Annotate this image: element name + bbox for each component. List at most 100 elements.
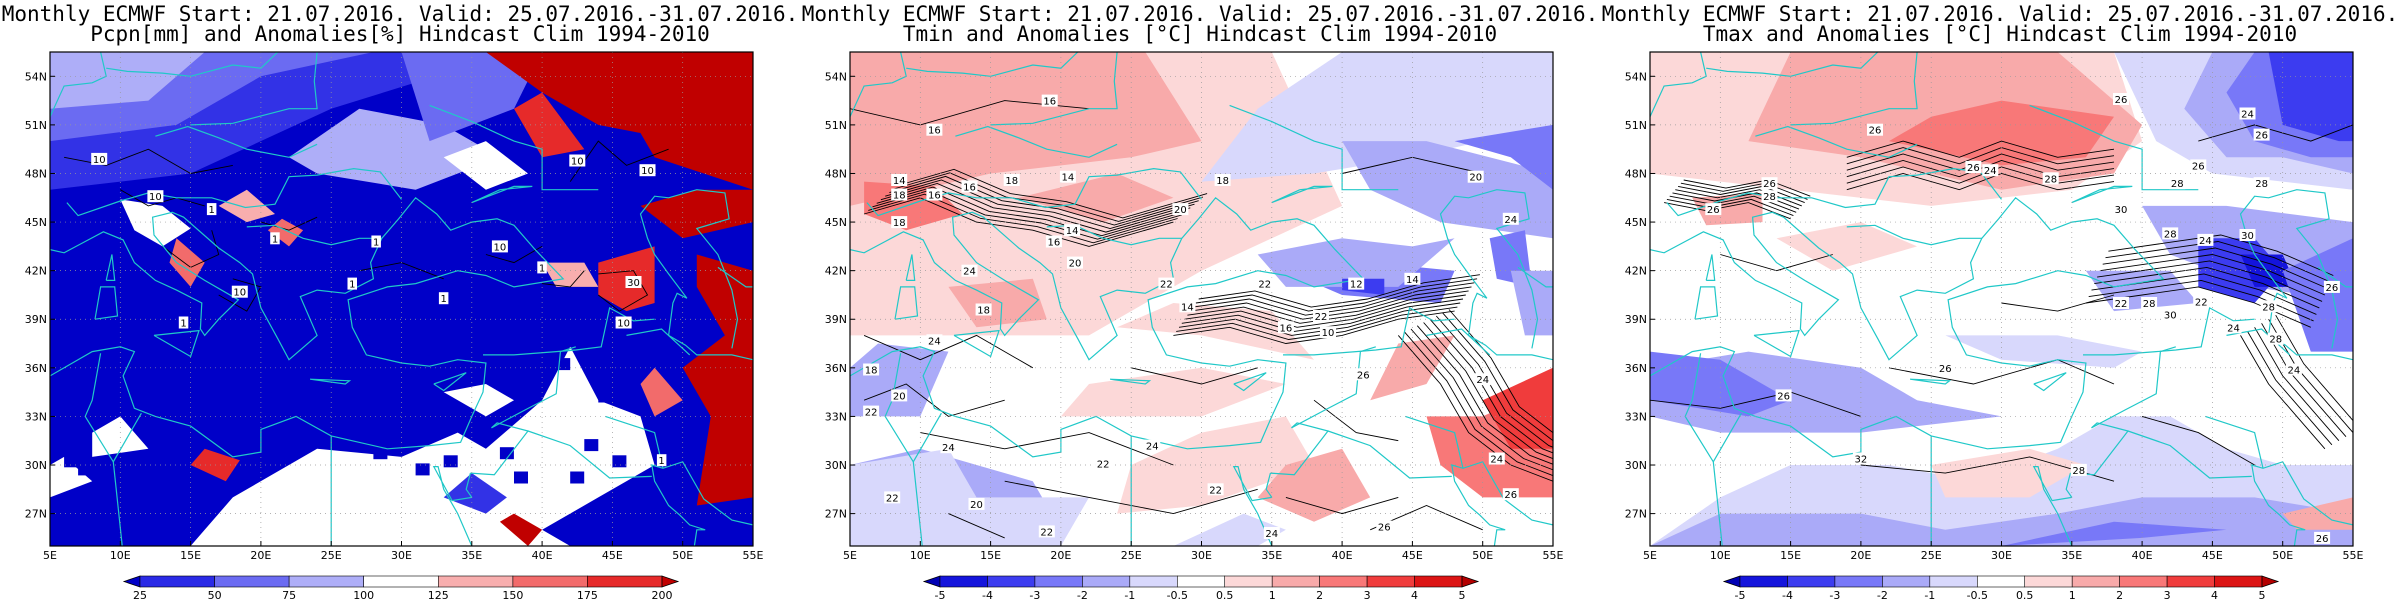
tmax-contour-label-20: 30 <box>2164 310 2177 321</box>
tmax-contour-23 <box>2240 335 2326 450</box>
tmax-contour-label-bg-30 <box>2314 531 2331 544</box>
tmin-shade-8 <box>1342 141 1553 239</box>
tmax-contour-5 <box>1678 185 1805 204</box>
tmax-contour-0 <box>1664 202 1791 220</box>
tmin-coastline-19 <box>1291 346 1376 429</box>
tmin-title-line2: Tmin and Anomalies [°C] Hindcast Clim 19… <box>902 22 1498 46</box>
tmin-contour-label-bg-33 <box>1207 483 1224 496</box>
tmin-contour-label-34: 20 <box>970 500 983 511</box>
tmax-contour-label-14: 28 <box>2164 229 2177 240</box>
precip-lat-tick-label: 30N <box>25 459 47 472</box>
tmax-contour-label-13: 26 <box>1707 205 1720 216</box>
precip-contour-label-1: 10 <box>149 192 162 203</box>
tmin-colorbar-label: 3 <box>1364 589 1371 600</box>
tmax-colorbar-segment-7 <box>2024 575 2073 588</box>
tmax-field-layer <box>1650 52 2353 546</box>
precip-coastline-3 <box>105 254 116 281</box>
tmin-contour-label-bg-13 <box>1067 256 1083 269</box>
precip-contour-2 <box>162 230 220 268</box>
tmax-contour-19 <box>2099 254 2326 296</box>
tmin-contour-label-bg-42 <box>1488 452 1505 465</box>
precip-contour-3 <box>218 278 262 312</box>
tmax-contour-label-bg-5 <box>1965 161 1982 173</box>
precip-colorbar-segment-5 <box>437 575 514 588</box>
tmax-contour-label-19: 28 <box>2143 299 2156 310</box>
precip-colorbar-label: 75 <box>282 589 296 600</box>
tmax-contour-label-bg-3 <box>2253 128 2270 141</box>
tmax-colorbar-label: -2 <box>1877 589 1888 600</box>
tmin-contour-label-bg-19 <box>1179 300 1196 313</box>
tmax-contour-label-bg-8 <box>2169 177 2186 190</box>
tmax-coastline-5 <box>1910 378 1952 385</box>
tmin-contour-label-bg-3 <box>891 174 908 186</box>
tmin-contour-label-bg-41 <box>1502 488 1519 501</box>
tmax-lat-tick-label: 36N <box>1625 362 1647 375</box>
tmax-contour-32 <box>2141 415 2255 466</box>
tmin-contour-8 <box>897 168 1208 219</box>
precip-coastline-1 <box>639 189 753 361</box>
tmin-field-layer <box>850 52 1553 546</box>
tmin-contour-label-30: 24 <box>942 443 955 454</box>
tmax-colorbar-label: 4 <box>2211 589 2218 600</box>
tmax-contour-label-2: 26 <box>1869 126 1882 137</box>
precip-shade-3 <box>50 52 205 109</box>
tmin-contour-label-bg-18 <box>1256 277 1273 290</box>
tmax-contour-label-7: 28 <box>2044 174 2057 185</box>
tmax-contour-label-23: 24 <box>2227 323 2240 334</box>
tmin-contour-label-42: 24 <box>1490 455 1503 466</box>
tmin-contour-label-bg-29 <box>863 405 880 418</box>
tmin-title-line1: Monthly ECMWF Start: 21.07.2016. Valid: … <box>801 2 1599 26</box>
precip-colorbar-segment-4 <box>363 575 439 588</box>
tmax-colorbar-label: 1 <box>2069 589 2076 600</box>
tmin-colorbar-segment-1 <box>939 575 988 588</box>
precip-contour-label-11: 10 <box>494 242 507 253</box>
precip-coastline-4 <box>153 329 200 358</box>
tmin-colorbar-segment-7 <box>1224 575 1273 588</box>
precip-colorbar-high-arrow <box>661 575 680 588</box>
tmin-contour-label-27: 18 <box>865 366 878 377</box>
precip-pixel-5 <box>148 439 163 452</box>
precip-pixel-12 <box>499 447 514 460</box>
precip-lat-tick-label: 45N <box>25 216 47 229</box>
tmin-contour-15 <box>1190 286 1472 320</box>
tmax-contour-9 <box>1846 166 2115 184</box>
tmin-contour-label-bg-24 <box>1320 326 1336 339</box>
tmin-contour-label-bg-37 <box>1263 527 1280 539</box>
precip-colorbar-segment-7 <box>587 575 663 588</box>
tmax-contour-label-bg-17 <box>2323 280 2340 293</box>
tmin-contour-label-9: 20 <box>1469 173 1482 184</box>
tmax-lon-tick-label: 45E <box>2202 549 2223 562</box>
precip-shade-13 <box>640 189 753 239</box>
tmin-contour-label-bg-23 <box>1277 321 1294 334</box>
tmin-contour-25 <box>1435 315 1553 448</box>
tmin-coastline-21 <box>1327 430 1452 479</box>
tmin-contour-label-bg-38 <box>1376 520 1393 533</box>
tmin-contour-label-8: 18 <box>1216 176 1229 187</box>
tmin-colorbar-label: 4 <box>1411 589 1418 600</box>
precip-shade-8 <box>218 189 275 223</box>
tmax-contour-label-bg-29 <box>1852 452 1869 465</box>
tmax-contour-label-bg-18 <box>2113 297 2129 309</box>
tmax-coastline-19 <box>2091 346 2176 429</box>
tmin-coastline-0 <box>850 196 1365 458</box>
tmin-contour-29 <box>863 383 1005 417</box>
tmax-contour-label-10: 26 <box>1763 179 1776 190</box>
tmax-shade-20 <box>2001 521 2227 546</box>
tmin-colorbar-low-arrow <box>922 575 941 588</box>
tmin-contour-label-bg-9 <box>1467 170 1484 183</box>
precip-pixel-11 <box>471 422 486 435</box>
precip-contour-label-12: 30 <box>627 278 640 289</box>
tmin-colorbar-segment-10 <box>1366 575 1415 588</box>
precip-colorbar-label: 50 <box>208 589 222 600</box>
tmax-colorbar-segment-10 <box>2166 575 2215 588</box>
precip-contour-label-bg-2 <box>231 285 248 298</box>
tmax-contour-label-bg-14 <box>2162 227 2179 240</box>
tmax-coastline-24 <box>1712 412 1742 463</box>
tmax-contour-1 <box>1666 198 1794 217</box>
tmin-colorbar-label: -4 <box>982 589 993 600</box>
tmax-coastline-13 <box>1846 224 1982 246</box>
precip-lon-tick-label: 20E <box>250 549 271 562</box>
tmin-colorbar-label: -2 <box>1077 589 1088 600</box>
tmax-contour-label-bg-23 <box>2225 321 2242 334</box>
precip-colorbar-segment-1 <box>139 575 215 588</box>
